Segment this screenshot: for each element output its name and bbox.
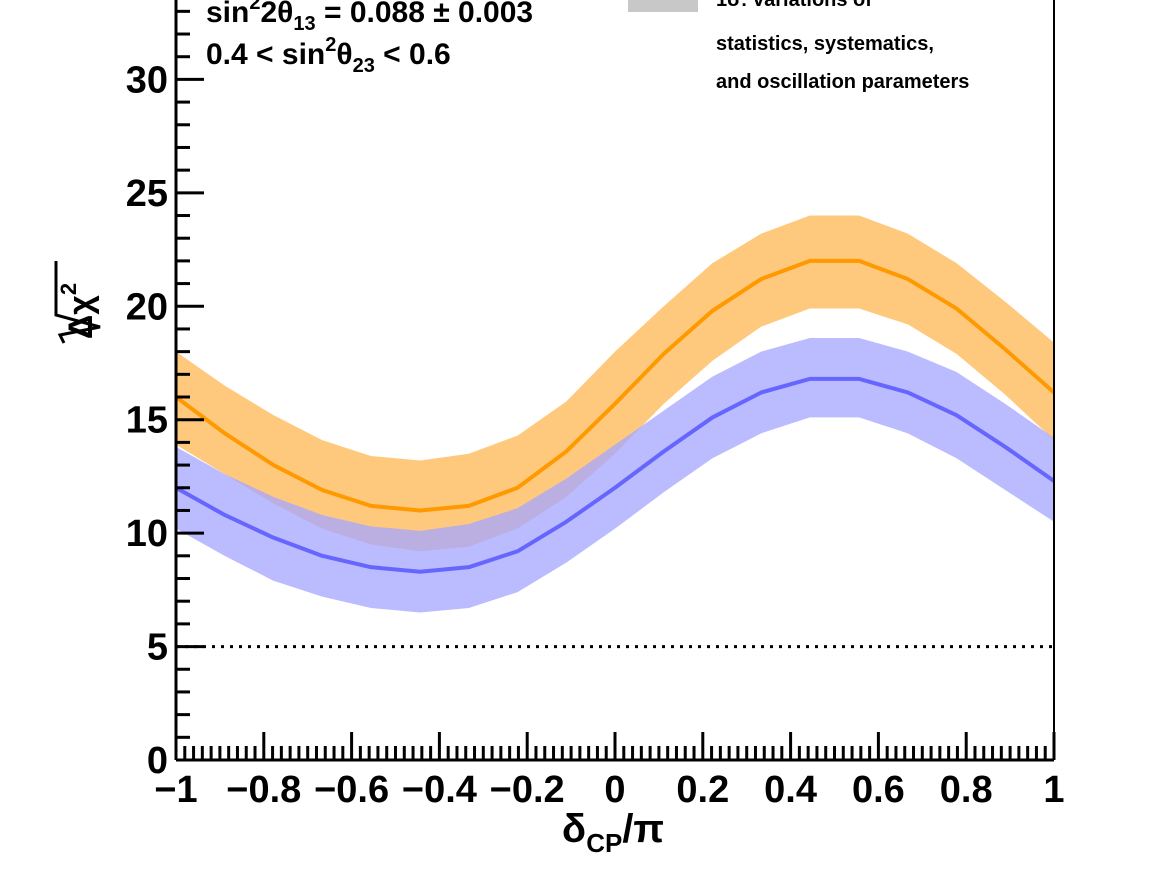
legend-swatch [628,0,698,12]
uncertainty-bands [176,215,1054,613]
x-tick-label: −0.8 [226,769,301,811]
y-tick-label: 15 [126,400,168,442]
y-axis-ticks [176,9,204,762]
x-tick-label: −1 [154,769,197,811]
line-orange [174,258,1056,513]
y-tick-label: 25 [126,173,168,215]
x-tick-label: 0.2 [676,769,729,811]
x-tick-label: 0.4 [764,769,817,811]
sqrt-sign-icon [54,261,101,344]
annotation-theta23: 0.4 < sin2θ23 < 0.6 [206,34,451,77]
line-blue [175,376,1056,574]
x-tick-label: 0.8 [940,769,993,811]
band-orange [176,215,1054,552]
legend-line-3: and oscillation parameters [716,71,969,93]
x-tick-label: −0.6 [314,769,389,811]
x-tick-label: 1 [1043,769,1064,811]
band-blue [176,338,1054,613]
y-axis-tick-labels: 0 5 10 15 20 25 30 [126,59,168,782]
annotation-theta13: sin22θ13 = 0.088 ± 0.003 [206,0,533,35]
y-tick-label: 20 [126,286,168,328]
central-lines [174,258,1056,574]
x-axis-ticks [174,732,1056,760]
y-axis-title-text: Δχ2 [56,283,100,339]
x-tick-label: 0.6 [852,769,905,811]
x-axis-title: δCP/π [562,807,664,858]
x-axis-tick-labels: −1 −0.8 −0.6 −0.4 −0.2 0 0.2 0.4 0.6 0.8 1 [154,769,1064,811]
x-tick-label: −0.4 [402,769,477,811]
x-tick-label: 0 [604,769,625,811]
y-tick-label: 5 [147,627,168,669]
y-axis-title: Δχ2 [54,261,101,344]
legend-line-2: statistics, systematics, [716,33,934,55]
x-tick-label: −0.2 [490,769,565,811]
legend-line-1: 1σ: variations of [716,0,872,11]
y-tick-label: 0 [147,740,168,782]
y-tick-label: 10 [126,513,168,555]
y-tick-label: 30 [126,59,168,101]
